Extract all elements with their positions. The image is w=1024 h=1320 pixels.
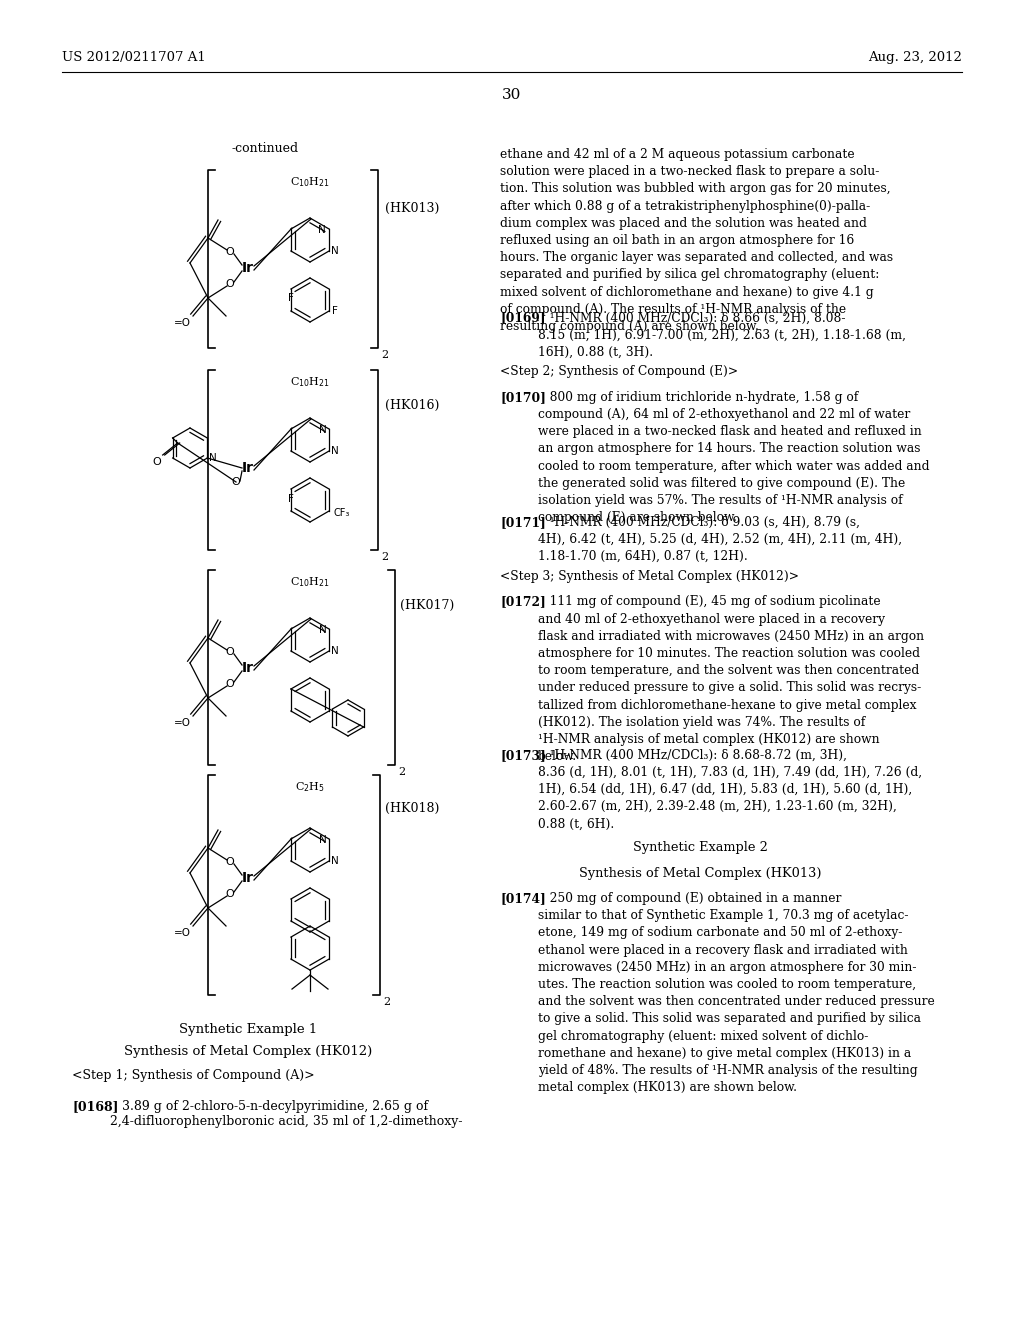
Text: 3.89 g of 2-chloro-5-n-decylpyrimidine, 2.65 g of
2,4-difluorophenylboronic acid: 3.89 g of 2-chloro-5-n-decylpyrimidine, … (110, 1100, 463, 1129)
Text: C$_{10}$H$_{21}$: C$_{10}$H$_{21}$ (290, 176, 330, 189)
Text: [0169]: [0169] (500, 312, 546, 325)
Text: ¹H-NMR (400 MHz/CDCl₃): δ 8.68-8.72 (m, 3H),
8.36 (d, 1H), 8.01 (t, 1H), 7.83 (d: ¹H-NMR (400 MHz/CDCl₃): δ 8.68-8.72 (m, … (538, 748, 923, 830)
Text: O: O (225, 647, 234, 657)
Text: (HK018): (HK018) (385, 801, 439, 814)
Text: =O: =O (174, 318, 191, 327)
Text: O: O (225, 678, 234, 689)
Text: (HK017): (HK017) (400, 598, 455, 611)
Text: O: O (225, 857, 234, 867)
Text: F: F (288, 293, 294, 304)
Text: N: N (331, 246, 339, 256)
Text: 111 mg of compound (E), 45 mg of sodium picolinate
and 40 ml of 2-ethoxyethanol : 111 mg of compound (E), 45 mg of sodium … (538, 595, 924, 763)
Text: [0171]: [0171] (500, 516, 546, 529)
Text: O: O (225, 247, 234, 257)
Text: <Step 3; Synthesis of Metal Complex (HK012)>: <Step 3; Synthesis of Metal Complex (HK0… (500, 570, 799, 582)
Text: Ir: Ir (242, 871, 254, 884)
Text: N: N (319, 425, 327, 436)
Text: C$_{10}$H$_{21}$: C$_{10}$H$_{21}$ (290, 375, 330, 389)
Text: 30: 30 (503, 88, 521, 102)
Text: Ir: Ir (242, 461, 254, 475)
Text: Aug. 23, 2012: Aug. 23, 2012 (868, 51, 962, 65)
Text: 2: 2 (383, 997, 390, 1007)
Text: Synthetic Example 2: Synthetic Example 2 (633, 841, 767, 854)
Text: (HK016): (HK016) (385, 399, 439, 412)
Text: [0168]: [0168] (72, 1100, 119, 1113)
Text: C$_{2}$H$_{5}$: C$_{2}$H$_{5}$ (295, 780, 325, 793)
Text: CF₃: CF₃ (333, 508, 349, 517)
Text: Ir: Ir (242, 261, 254, 275)
Text: 2: 2 (398, 767, 406, 777)
Text: (HK013): (HK013) (385, 202, 439, 214)
Text: 2: 2 (381, 350, 388, 360)
Text: Synthesis of Metal Complex (HK012): Synthesis of Metal Complex (HK012) (124, 1045, 372, 1059)
Text: =O: =O (174, 718, 191, 729)
Text: ethane and 42 ml of a 2 M aqueous potassium carbonate
solution were placed in a : ethane and 42 ml of a 2 M aqueous potass… (500, 148, 893, 333)
Text: N: N (331, 446, 339, 455)
Text: N: N (319, 624, 327, 635)
Text: ¹H-NMR (400 MHz/CDCl₃): δ 8.66 (s, 2H), 8.08-
8.15 (m, 1H), 6.91-7.00 (m, 2H), 2: ¹H-NMR (400 MHz/CDCl₃): δ 8.66 (s, 2H), … (538, 312, 906, 359)
Text: C$_{10}$H$_{21}$: C$_{10}$H$_{21}$ (290, 576, 330, 589)
Text: O: O (225, 279, 234, 289)
Text: O: O (225, 888, 234, 899)
Text: Ir: Ir (242, 661, 254, 675)
Text: <Step 1; Synthesis of Compound (A)>: <Step 1; Synthesis of Compound (A)> (72, 1068, 314, 1081)
Text: N: N (209, 453, 217, 463)
Text: 2: 2 (381, 552, 388, 562)
Text: Synthetic Example 1: Synthetic Example 1 (179, 1023, 317, 1036)
Text: Synthesis of Metal Complex (HK013): Synthesis of Metal Complex (HK013) (579, 866, 821, 879)
Text: N: N (331, 645, 339, 656)
Text: N: N (331, 855, 339, 866)
Text: N: N (318, 224, 326, 235)
Text: O: O (152, 457, 161, 467)
Text: 800 mg of iridium trichloride n-hydrate, 1.58 g of
compound (A), 64 ml of 2-etho: 800 mg of iridium trichloride n-hydrate,… (538, 391, 930, 524)
Text: F: F (288, 494, 294, 504)
Text: [0170]: [0170] (500, 391, 546, 404)
Text: -continued: -continued (231, 143, 299, 154)
Text: 250 mg of compound (E) obtained in a manner
similar to that of Synthetic Example: 250 mg of compound (E) obtained in a man… (538, 892, 935, 1094)
Text: N: N (319, 836, 327, 845)
Text: ¹H-NMR (400 MHz/CDCl₃): δ 9.03 (s, 4H), 8.79 (s,
4H), 6.42 (t, 4H), 5.25 (d, 4H): ¹H-NMR (400 MHz/CDCl₃): δ 9.03 (s, 4H), … (538, 516, 902, 564)
Text: [0172]: [0172] (500, 595, 546, 609)
Text: <Step 2; Synthesis of Compound (E)>: <Step 2; Synthesis of Compound (E)> (500, 366, 738, 379)
Text: O: O (231, 477, 241, 487)
Text: =O: =O (174, 928, 191, 939)
Text: [0173]: [0173] (500, 748, 546, 762)
Text: US 2012/0211707 A1: US 2012/0211707 A1 (62, 51, 206, 65)
Text: F: F (332, 306, 338, 315)
Text: [0174]: [0174] (500, 892, 546, 906)
